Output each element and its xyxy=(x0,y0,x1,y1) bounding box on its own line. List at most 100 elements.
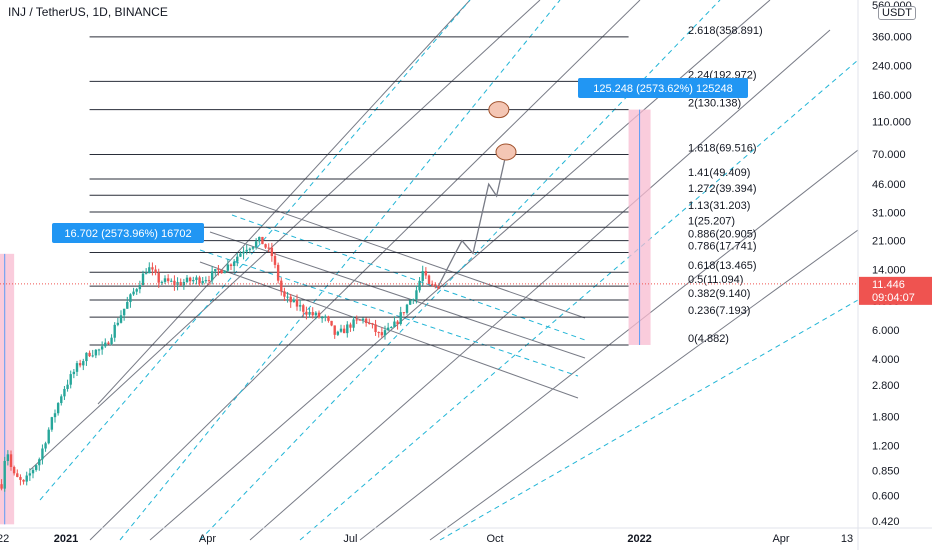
candle-body xyxy=(220,270,223,274)
candle-body xyxy=(424,271,428,276)
projection-path[interactable] xyxy=(437,101,517,287)
candle-body xyxy=(3,460,6,489)
candle-body xyxy=(173,280,176,285)
candle-body xyxy=(16,473,19,477)
time-tick-label: Oct xyxy=(486,533,503,545)
candle-body xyxy=(91,355,94,357)
candle-body xyxy=(85,352,88,362)
candle-body xyxy=(78,363,82,366)
candle-body xyxy=(295,299,299,307)
candle-body xyxy=(6,454,10,461)
fib-level-label: 1.272(39.394) xyxy=(688,183,757,195)
candle-body xyxy=(374,324,377,333)
candle-body xyxy=(69,374,72,385)
candle-body xyxy=(88,352,91,357)
candle-body xyxy=(236,256,239,262)
candle-body xyxy=(314,312,318,316)
fib-level-label: 1.41(49.409) xyxy=(688,167,750,179)
candle-body xyxy=(119,315,123,323)
candle-body xyxy=(82,361,85,366)
candle-body xyxy=(239,253,242,257)
candle-body xyxy=(210,271,214,281)
candle-body xyxy=(261,236,264,245)
fib-level-label: 1.13(31.203) xyxy=(688,200,750,212)
candle-body xyxy=(126,302,129,309)
time-tick-label: 13 xyxy=(841,533,853,545)
fib-level-label: 0.886(20.905) xyxy=(688,229,757,241)
candle-body xyxy=(141,273,145,286)
time-axis[interactable]: 22 2021 Apr Jul Oct 2022 Apr 13 xyxy=(0,527,932,545)
candle-body xyxy=(129,294,132,303)
candle-body xyxy=(28,473,32,476)
candle-body xyxy=(298,305,302,307)
down-channel-dashed-line xyxy=(231,214,586,341)
candle-body xyxy=(38,459,41,466)
price-range-measurements[interactable]: 16.702 (2573.96%) 16702 125.248 (2573.62%… xyxy=(0,78,748,525)
candle-body xyxy=(245,249,248,252)
down-channel-line xyxy=(239,197,586,319)
measure-range-box xyxy=(0,253,15,525)
price-tick-label: 0.600 xyxy=(872,490,900,502)
candle-body xyxy=(251,246,255,249)
price-tick-label: 4.000 xyxy=(872,354,900,366)
fib-level-label: 2.618(358.891) xyxy=(688,25,763,37)
candle-body xyxy=(56,403,60,414)
candle-body xyxy=(421,271,424,281)
fib-level-label: 0.382(9.140) xyxy=(688,288,750,300)
candle-body xyxy=(396,321,399,325)
candle-body xyxy=(371,323,374,325)
fib-level-label: 0.786(17.741) xyxy=(688,240,757,252)
price-countdown-label: 09:04:07 xyxy=(872,292,915,304)
candle-body xyxy=(226,264,230,271)
candle-body xyxy=(104,342,107,347)
channel-line xyxy=(97,0,471,405)
candle-body xyxy=(138,285,142,290)
candle-body xyxy=(25,475,28,482)
candle-body xyxy=(402,312,406,314)
symbol-title[interactable]: INJ / TetherUS, 1D, BINANCE xyxy=(8,5,168,19)
candle-body xyxy=(399,312,402,325)
candle-body xyxy=(31,469,35,474)
target-ellipse-marker xyxy=(488,101,510,119)
candle-body xyxy=(270,247,274,257)
currency-badge[interactable]: USDT xyxy=(878,6,916,20)
candle-body xyxy=(34,465,38,470)
candle-body xyxy=(113,324,116,338)
time-tick-label: Apr xyxy=(772,533,789,545)
price-tick-label: 110.000 xyxy=(872,117,911,129)
projection-line xyxy=(437,153,507,287)
measure-label-box xyxy=(578,78,748,98)
candle-body xyxy=(380,332,384,336)
price-tick-label: 160.000 xyxy=(872,90,912,102)
current-price-label: 11.446 xyxy=(872,279,905,291)
candle-body xyxy=(41,448,44,460)
candle-body xyxy=(308,312,311,315)
candle-body xyxy=(292,299,296,303)
candle-body xyxy=(434,284,437,286)
candle-body xyxy=(352,319,355,328)
candle-body xyxy=(107,342,110,344)
candle-body xyxy=(214,269,217,272)
candle-body xyxy=(135,289,138,292)
candle-body xyxy=(22,479,25,482)
fib-retracement[interactable]: 0(4.882) 0.236(7.193) 0.382(9.140) 0.5(11.0… xyxy=(89,25,763,346)
fib-level-label: 0.618(13.465) xyxy=(688,260,757,272)
candle-body xyxy=(198,277,201,284)
time-tick-label: 2022 xyxy=(627,533,651,545)
channel-dashed-line xyxy=(39,0,471,501)
candle-body xyxy=(330,320,333,326)
candle-body xyxy=(324,316,327,318)
price-tick-label: 31.000 xyxy=(872,207,906,219)
candle-body xyxy=(0,484,3,489)
candle-body xyxy=(242,251,245,254)
candles xyxy=(0,236,440,492)
price-tick-label: 2.800 xyxy=(872,380,900,392)
candle-body xyxy=(75,363,79,372)
candle-body xyxy=(154,269,157,273)
candle-body xyxy=(116,322,120,325)
price-tick-label: 46.000 xyxy=(872,179,906,191)
candle-body xyxy=(258,236,261,242)
